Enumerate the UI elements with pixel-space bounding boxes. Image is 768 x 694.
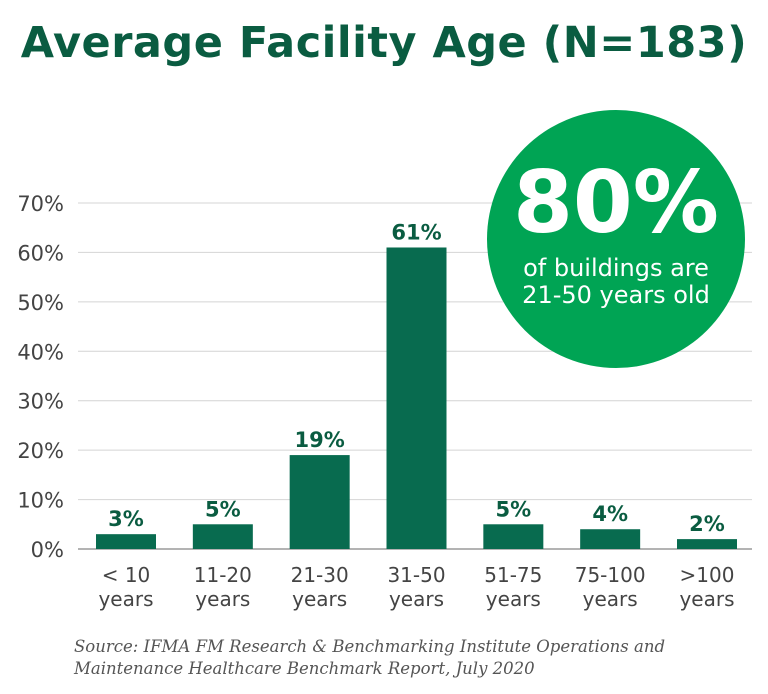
x-tick-label: years [583, 587, 638, 611]
x-tick-label: years [292, 587, 347, 611]
x-tick-label: 21-30 [291, 563, 349, 587]
data-label: 3% [108, 507, 144, 531]
x-tick-label: >100 [680, 563, 735, 587]
source-line-2: Maintenance Healthcare Benchmark Report,… [74, 659, 535, 678]
bar [483, 524, 544, 549]
source-line-1: Source: IFMA FM Research & Benchmarking … [74, 637, 666, 656]
callout-percentage: 80% [513, 153, 719, 253]
data-label: 61% [391, 220, 441, 244]
x-tick-label: years [195, 587, 250, 611]
y-tick-label: 50% [17, 291, 64, 315]
x-tick-label: 11-20 [194, 563, 252, 587]
callout-text: of buildings are 21-50 years old [487, 255, 745, 309]
y-tick-label: 60% [17, 241, 64, 265]
x-tick-label: years [486, 587, 541, 611]
x-tick-label: years [98, 587, 153, 611]
callout-line-1: of buildings are [523, 254, 709, 282]
y-tick-label: 20% [17, 439, 64, 463]
source-note: Source: IFMA FM Research & Benchmarking … [74, 636, 734, 680]
data-label: 2% [689, 512, 725, 536]
x-tick-label: 31-50 [387, 563, 445, 587]
x-tick-label: 51-75 [484, 563, 542, 587]
chart-title: Average Facility Age (N=183) [20, 18, 748, 68]
data-label: 4% [592, 502, 628, 526]
bar [580, 529, 641, 549]
y-tick-label: 10% [17, 489, 64, 513]
bar [192, 524, 253, 549]
y-tick-label: 30% [17, 390, 64, 414]
data-label: 19% [295, 428, 345, 452]
x-tick-label: 75-100 [575, 563, 646, 587]
y-tick-label: 70% [17, 192, 64, 216]
x-tick-label: < 10 [102, 563, 151, 587]
bar [96, 534, 156, 549]
data-label: 5% [496, 497, 532, 521]
y-tick-label: 40% [17, 340, 64, 364]
bar [677, 539, 737, 549]
bar [289, 455, 350, 549]
data-label: 5% [205, 497, 241, 521]
x-tick-label: years [679, 587, 734, 611]
highlight-callout: 80% of buildings are 21-50 years old [487, 110, 745, 368]
callout-line-2: 21-50 years old [522, 281, 710, 309]
bar [386, 247, 447, 549]
x-tick-label: years [389, 587, 444, 611]
y-tick-label: 0% [31, 538, 64, 562]
